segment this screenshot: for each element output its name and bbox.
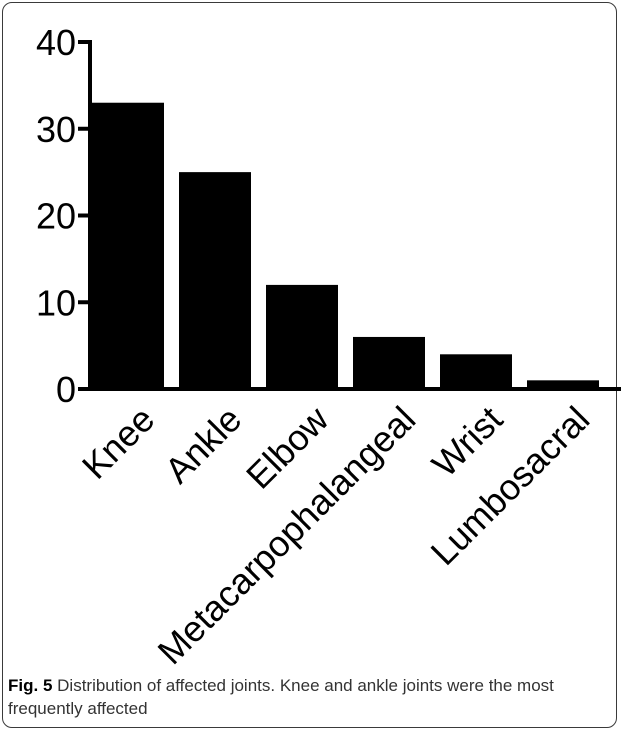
bar-wrist bbox=[440, 354, 512, 389]
caption-text: Distribution of affected joints. Knee an… bbox=[8, 676, 554, 718]
y-tick-labels: 0 10 20 30 40 bbox=[36, 22, 76, 410]
bar-chart: 0 10 20 30 40 KneeAnkleElbowMetacarpophalang… bbox=[36, 22, 621, 670]
y-tick-label: 10 bbox=[36, 282, 76, 323]
y-tick-label: 30 bbox=[36, 109, 76, 150]
caption-label: Fig. 5 bbox=[8, 676, 53, 695]
bar-knee bbox=[92, 102, 164, 389]
x-tick-label: Ankle bbox=[157, 398, 250, 491]
bar-ankle bbox=[179, 172, 251, 389]
figure-caption: Fig. 5 Distribution of affected joints. … bbox=[8, 674, 608, 720]
y-tick-label: 20 bbox=[36, 196, 76, 237]
bar-metacarpophalangeal bbox=[353, 336, 425, 389]
y-tick-label: 40 bbox=[36, 22, 76, 63]
x-tick-label: Lumbosacral bbox=[423, 398, 598, 573]
x-tick-label: Knee bbox=[74, 398, 162, 486]
y-tick-label: 0 bbox=[56, 369, 76, 410]
bar-lumbosacral bbox=[527, 380, 599, 389]
bar-elbow bbox=[266, 284, 338, 389]
chart-bars bbox=[92, 102, 599, 389]
